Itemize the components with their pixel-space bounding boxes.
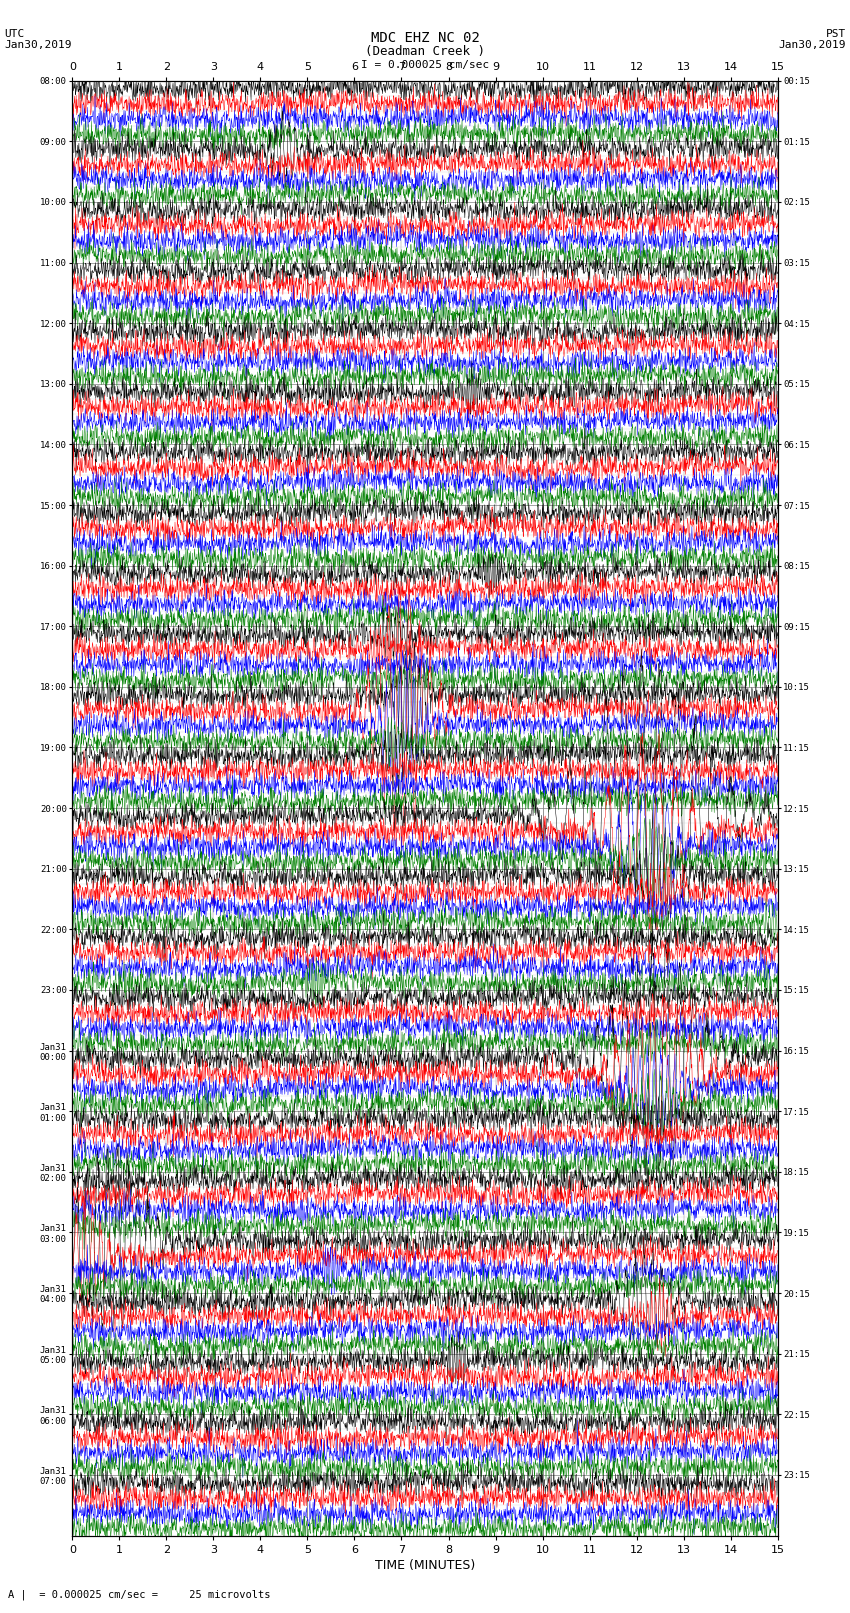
X-axis label: TIME (MINUTES): TIME (MINUTES): [375, 1558, 475, 1571]
Text: Jan30,2019: Jan30,2019: [4, 40, 71, 50]
Text: MDC EHZ NC 02: MDC EHZ NC 02: [371, 31, 479, 45]
Text: A |  = 0.000025 cm/sec =     25 microvolts: A | = 0.000025 cm/sec = 25 microvolts: [8, 1589, 271, 1600]
Text: Jan30,2019: Jan30,2019: [779, 40, 846, 50]
Text: PST: PST: [825, 29, 846, 39]
Text: UTC: UTC: [4, 29, 25, 39]
Text: I = 0.000025 cm/sec: I = 0.000025 cm/sec: [361, 60, 489, 69]
Text: (Deadman Creek ): (Deadman Creek ): [365, 45, 485, 58]
